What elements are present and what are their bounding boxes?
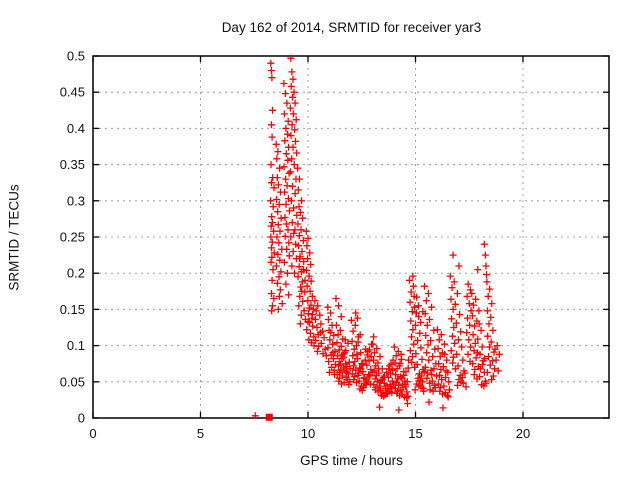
y-tick-label: 0.4 (67, 121, 85, 136)
y-tick-label: 0.05 (60, 374, 85, 389)
x-tick-label: 15 (408, 426, 422, 441)
y-tick-label: 0.35 (60, 157, 85, 172)
y-tick-label: 0.2 (67, 266, 85, 281)
y-tick-label: 0.3 (67, 193, 85, 208)
scatter-points (251, 54, 503, 420)
y-tick-label: 0.25 (60, 230, 85, 245)
square-marker (265, 413, 273, 421)
y-tick-label: 0 (78, 411, 85, 426)
x-tick-label: 0 (89, 426, 96, 441)
y-tick-label: 0.1 (67, 338, 85, 353)
x-tick-label: 20 (516, 426, 530, 441)
chart-title: Day 162 of 2014, SRMTID for receiver yar… (221, 20, 482, 35)
x-tick-label: 10 (301, 426, 315, 441)
x-tick-label: 5 (197, 426, 204, 441)
y-tick-label: 0.15 (60, 302, 85, 317)
y-tick-label: 0.5 (67, 49, 85, 64)
y-tick-label: 0.45 (60, 85, 85, 100)
x-axis-label: GPS time / hours (300, 453, 403, 468)
